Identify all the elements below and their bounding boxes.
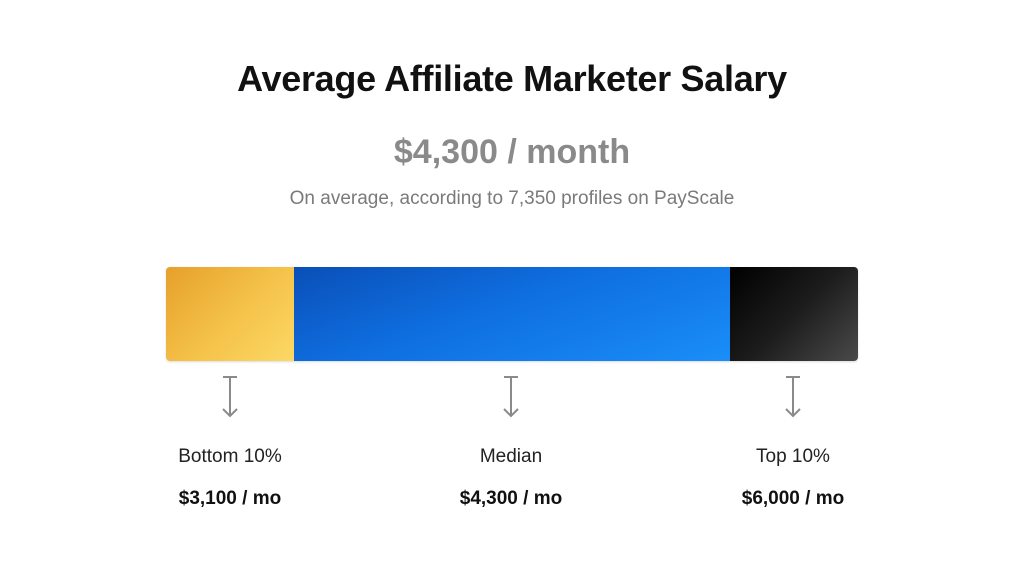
marker-value: $3,100 / mo (178, 488, 282, 509)
marker-bottom-10: Bottom 10% $3,100 / mo (120, 376, 340, 510)
marker-label: Median (479, 446, 543, 467)
segment-median (294, 267, 730, 361)
marker-value: $4,300 / mo (459, 488, 563, 509)
marker-value: $6,000 / mo (741, 488, 845, 509)
marker-label: Bottom 10% (178, 446, 282, 467)
marker-top-10: Top 10% $6,000 / mo (683, 376, 903, 510)
arrow-down-icon (785, 376, 801, 418)
source-note: On average, according to 7,350 profiles … (289, 188, 735, 209)
arrow-down-icon (222, 376, 238, 418)
salary-range-bar (166, 267, 858, 361)
segment-top-10 (729, 267, 858, 361)
arrow-down-icon (503, 376, 519, 418)
marker-label: Top 10% (756, 446, 830, 467)
segment-bottom-10 (166, 267, 295, 361)
average-salary: $4,300 / month (393, 133, 631, 171)
chart-title: Average Affiliate Marketer Salary (237, 58, 787, 99)
marker-median: Median $4,300 / mo (401, 376, 621, 510)
